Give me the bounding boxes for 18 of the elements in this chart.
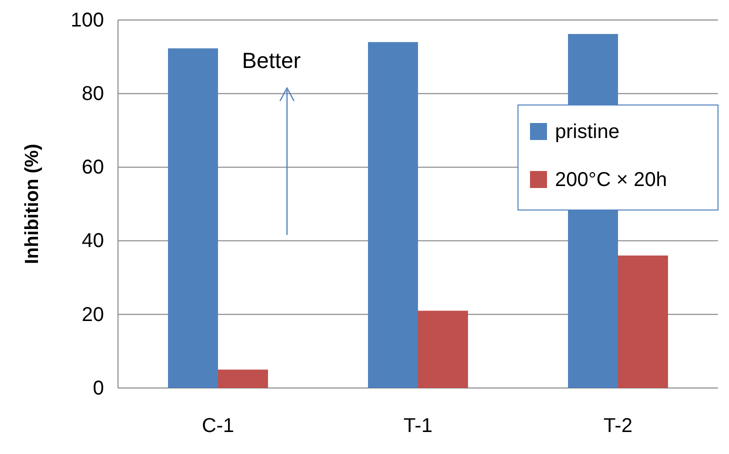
y-axis-title: Inhibition (%) bbox=[22, 144, 43, 264]
y-tick-label: 40 bbox=[82, 230, 104, 252]
bar bbox=[418, 310, 468, 388]
y-tick-label: 0 bbox=[92, 377, 104, 400]
x-tick-label: C-1 bbox=[202, 415, 234, 438]
bar bbox=[168, 48, 218, 388]
y-tick-label: 100 bbox=[70, 9, 104, 32]
x-tick-label: T-1 bbox=[404, 415, 432, 438]
annotation: Better bbox=[242, 48, 301, 73]
bar bbox=[618, 256, 668, 388]
y-tick-label: 60 bbox=[82, 156, 104, 179]
bar bbox=[368, 42, 418, 388]
y-tick-label: 20 bbox=[82, 304, 104, 326]
legend-label: pristine bbox=[555, 121, 620, 143]
x-tick-label: T-2 bbox=[604, 415, 632, 438]
y-tick-label: 80 bbox=[82, 83, 104, 105]
bar bbox=[218, 370, 268, 388]
legend-label: 200°C × 20h bbox=[555, 169, 667, 191]
